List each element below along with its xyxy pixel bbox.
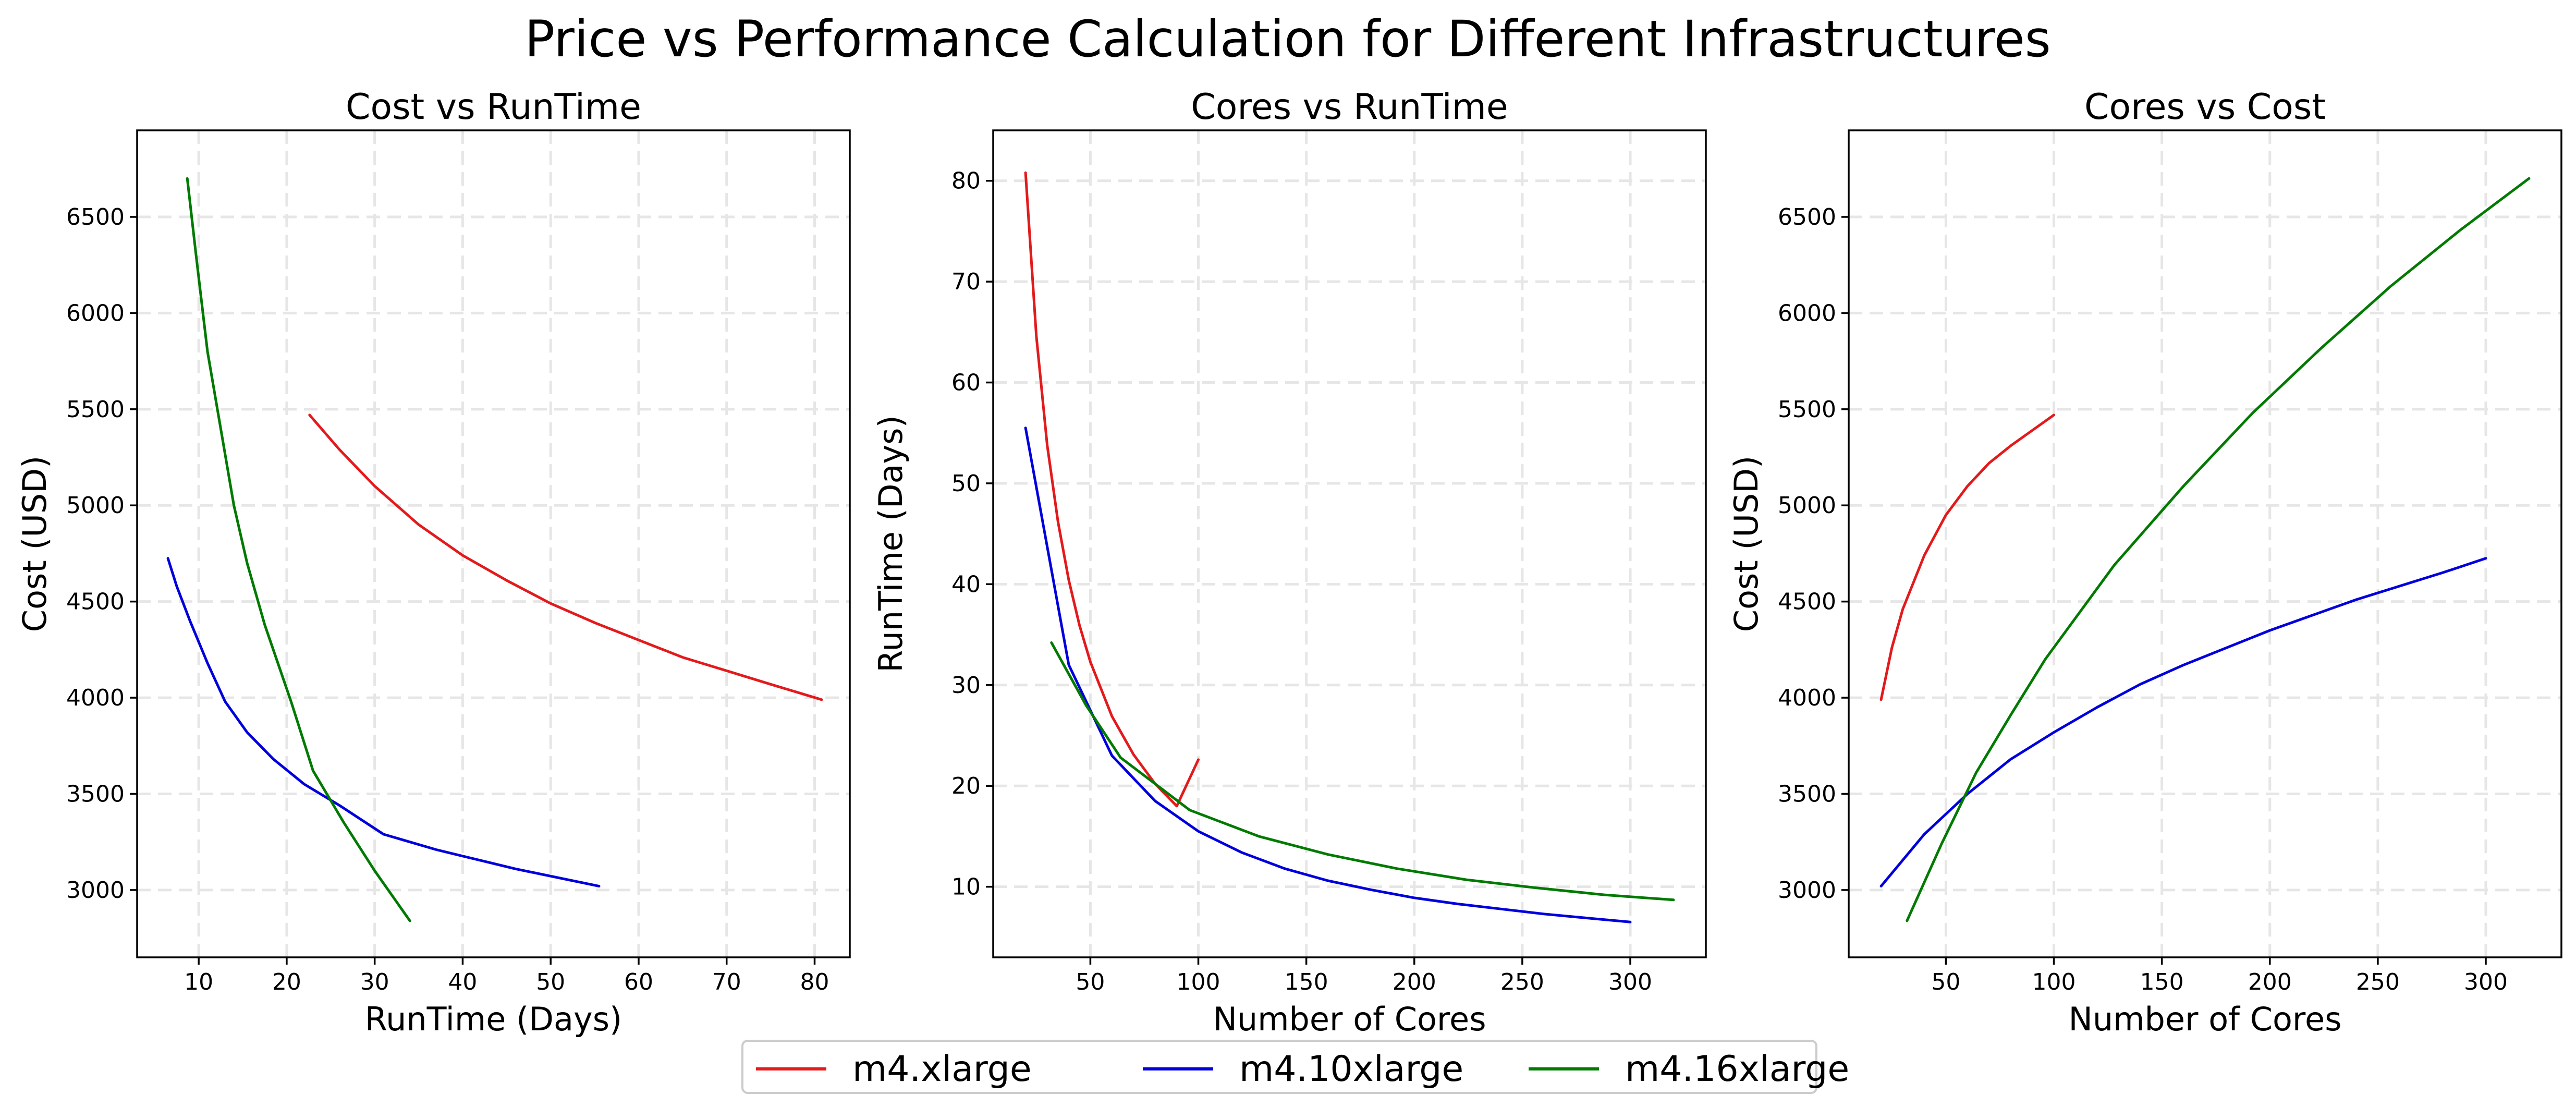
series-line-m4.xlarge [1879, 413, 2055, 701]
x-tick-label: 150 [2140, 969, 2184, 995]
y-tick-label: 5000 [1778, 492, 1836, 519]
plot-frame [992, 129, 1707, 958]
series-line-m4.16xlarge [1906, 177, 2531, 922]
y-tick-label: 60 [951, 370, 981, 396]
x-axis-label: Number of Cores [1213, 1000, 1486, 1038]
x-tick-label: 30 [360, 969, 389, 995]
y-tick-label: 3500 [1778, 781, 1836, 807]
y-axis-label: RunTime (Days) [872, 415, 910, 672]
y-tick-label: 20 [951, 773, 981, 799]
grid [993, 130, 1706, 957]
legend-label: m4.16xlarge [1625, 1049, 1849, 1090]
y-tick-label: 3000 [1778, 877, 1836, 904]
figure-title: Price vs Performance Calculation for Dif… [524, 10, 2051, 68]
y-tick-label: 6500 [66, 204, 125, 230]
legend-label: m4.xlarge [852, 1049, 1032, 1090]
series-line-m4.10xlarge [166, 557, 601, 887]
x-tick-label: 70 [712, 969, 741, 995]
x-tick-label: 20 [272, 969, 301, 995]
y-tick-label: 50 [951, 470, 981, 497]
plot-frame [1848, 129, 2562, 958]
subplot-title: Cost vs RunTime [346, 87, 641, 128]
y-tick-label: 4000 [66, 685, 125, 711]
legend: m4.xlarge m4.10xlarge m4.16xlarge [741, 1040, 1849, 1094]
y-tick-label: 3500 [66, 781, 125, 807]
x-tick-label: 200 [2248, 969, 2292, 995]
subplot-title: Cores vs Cost [2084, 87, 2326, 128]
series-line-m4.10xlarge [1879, 557, 2487, 887]
x-tick-label: 250 [2356, 969, 2400, 995]
series-line-m4.10xlarge [1024, 427, 1632, 923]
subplot-3: 50 100 150 200 250 300 3000 3500 4000 4500 5000 550… [1727, 87, 2562, 1038]
series-line-m4.xlarge [308, 413, 823, 701]
y-axis-label: Cost (USD) [16, 456, 54, 632]
y-tick-label: 10 [951, 874, 981, 901]
x-tick-label: 300 [1608, 969, 1652, 995]
y-tick-label: 80 [951, 168, 981, 194]
legend-label: m4.10xlarge [1239, 1049, 1463, 1090]
subplot-1: 10 20 30 40 50 60 70 80 3000 3500 4000 4500 5000 5500… [16, 87, 851, 1038]
x-axis-label: RunTime (Days) [365, 1000, 622, 1038]
series-line-m4.16xlarge [186, 177, 411, 922]
subplot-title: Cores vs RunTime [1191, 87, 1508, 128]
x-tick-label: 60 [624, 969, 653, 995]
y-tick-label: 5500 [1778, 396, 1836, 423]
y-axis-label: Cost (USD) [1727, 456, 1765, 632]
x-tick-label: 100 [2032, 969, 2076, 995]
y-tick-label: 3000 [66, 877, 125, 904]
grid [137, 130, 850, 957]
x-tick-label: 100 [1177, 969, 1220, 995]
x-tick-label: 10 [184, 969, 213, 995]
x-tick-label: 80 [800, 969, 829, 995]
series-line-m4.16xlarge [1050, 641, 1675, 902]
y-tick-label: 4500 [66, 589, 125, 615]
x-axis-label: Number of Cores [2068, 1000, 2341, 1038]
x-tick-label: 200 [1393, 969, 1436, 995]
subplot-2: 50 100 150 200 250 300 10 20 30 40 50 60 70 80 Cores v… [872, 87, 1707, 1038]
x-tick-label: 50 [536, 969, 565, 995]
x-tick-label: 150 [1285, 969, 1328, 995]
x-tick-label: 50 [1931, 969, 1960, 995]
x-tick-label: 250 [1500, 969, 1544, 995]
plot-frame [136, 129, 851, 958]
y-tick-label: 6000 [1778, 300, 1836, 326]
x-tick-label: 300 [2464, 969, 2508, 995]
y-tick-label: 6000 [66, 300, 125, 326]
x-tick-label: 40 [448, 969, 477, 995]
y-tick-label: 5500 [66, 396, 125, 423]
y-tick-label: 5000 [66, 492, 125, 519]
y-tick-label: 30 [951, 672, 981, 699]
grid [1849, 130, 2561, 957]
y-tick-label: 4000 [1778, 685, 1836, 711]
legend-box [741, 1040, 1817, 1094]
x-tick-label: 50 [1076, 969, 1105, 995]
y-tick-label: 70 [951, 269, 981, 295]
y-tick-label: 40 [951, 571, 981, 598]
y-tick-label: 6500 [1778, 204, 1836, 230]
y-tick-label: 4500 [1778, 589, 1836, 615]
